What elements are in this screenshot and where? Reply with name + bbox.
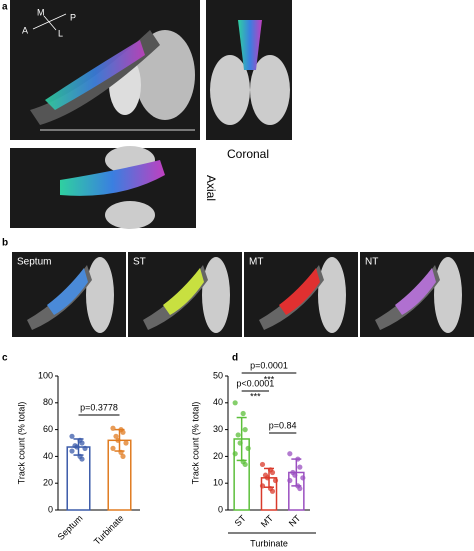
data-point bbox=[113, 433, 119, 439]
orientation-label: L bbox=[58, 28, 63, 38]
data-point bbox=[297, 485, 303, 492]
data-point bbox=[237, 440, 243, 446]
y-tick-label: 20 bbox=[43, 478, 53, 488]
x-tick-label: MT bbox=[259, 513, 276, 530]
data-point bbox=[118, 449, 124, 455]
axial-image bbox=[10, 146, 196, 229]
data-point bbox=[120, 429, 126, 435]
y-tick-label: 20 bbox=[213, 451, 223, 461]
data-point bbox=[272, 477, 279, 484]
y-tick-label: 60 bbox=[43, 424, 53, 434]
panel-label: c bbox=[2, 353, 8, 364]
tract-images: Septum ST MT NT bbox=[12, 252, 474, 337]
data-point bbox=[115, 437, 121, 443]
orientation-label: M bbox=[37, 7, 45, 17]
y-tick-label: 80 bbox=[43, 397, 53, 407]
data-point bbox=[110, 445, 116, 451]
tract bbox=[47, 268, 88, 315]
data-point bbox=[245, 445, 251, 451]
view-label: Axial bbox=[204, 175, 218, 201]
image-label: Septum bbox=[17, 257, 51, 268]
data-point bbox=[120, 453, 126, 459]
mri-structure bbox=[202, 257, 230, 333]
image-label: NT bbox=[365, 257, 378, 268]
sagittal-image bbox=[10, 0, 200, 140]
y-tick-label: 100 bbox=[38, 370, 53, 380]
data-point bbox=[74, 444, 80, 450]
orientation-label: P bbox=[70, 12, 76, 22]
data-point bbox=[300, 475, 306, 481]
y-tick-label: 0 bbox=[48, 504, 53, 514]
data-point bbox=[264, 475, 271, 481]
panel-label: d bbox=[232, 353, 238, 364]
tract bbox=[279, 268, 320, 315]
data-point bbox=[79, 440, 85, 446]
x-tick-label: NT bbox=[287, 513, 303, 529]
data-point bbox=[259, 483, 266, 489]
view-label: Coronal bbox=[227, 147, 269, 161]
orientation-axes bbox=[32, 13, 67, 31]
mri-structure bbox=[86, 257, 114, 333]
data-point bbox=[242, 427, 248, 433]
orientation-label: A bbox=[22, 25, 28, 35]
y-tick-label: 50 bbox=[213, 370, 223, 380]
data-point bbox=[79, 456, 85, 462]
y-tick-label: 40 bbox=[213, 397, 223, 407]
data-point bbox=[82, 445, 88, 451]
panel-label: a bbox=[2, 2, 8, 13]
tract bbox=[395, 268, 436, 315]
data-point bbox=[123, 440, 129, 446]
annotation: p<0.0001 bbox=[236, 378, 274, 388]
mri-structure bbox=[434, 257, 462, 333]
y-tick-label: 30 bbox=[213, 424, 223, 434]
data-point bbox=[292, 472, 298, 478]
data-point bbox=[69, 448, 75, 454]
data-point bbox=[287, 451, 293, 457]
x-tick-label: Septum bbox=[56, 513, 85, 542]
data-point bbox=[232, 451, 238, 457]
data-point bbox=[269, 469, 276, 476]
data-point bbox=[110, 425, 116, 431]
annotation: *** bbox=[264, 374, 275, 384]
data-point bbox=[297, 464, 303, 470]
x-tick-label: Turbinate bbox=[92, 513, 126, 547]
annotation: *** bbox=[250, 391, 261, 401]
y-tick-label: 10 bbox=[213, 478, 223, 488]
y-axis-label: Track count (% total) bbox=[190, 402, 200, 485]
y-tick-label: 0 bbox=[218, 504, 223, 514]
y-tick-label: 40 bbox=[43, 451, 53, 461]
mri-structure bbox=[318, 257, 346, 333]
group-label: Turbinate bbox=[250, 538, 288, 548]
data-point bbox=[235, 432, 241, 438]
tract bbox=[163, 268, 204, 315]
image-label: ST bbox=[133, 257, 146, 268]
image-label: MT bbox=[249, 257, 263, 268]
data-point bbox=[242, 461, 248, 468]
annotation: p=0.3778 bbox=[80, 402, 118, 412]
data-point bbox=[295, 456, 301, 462]
coronal-image bbox=[206, 0, 292, 140]
data-point bbox=[240, 410, 246, 417]
panel-label: b bbox=[2, 238, 8, 249]
annotation: p=0.0001 bbox=[250, 360, 288, 370]
data-point bbox=[69, 433, 75, 439]
data-point bbox=[232, 400, 238, 406]
data-point bbox=[287, 477, 293, 484]
y-axis-label: Track count (% total) bbox=[16, 402, 26, 485]
annotation: p=0.84 bbox=[269, 420, 297, 430]
data-point bbox=[269, 488, 276, 494]
x-tick-label: ST bbox=[233, 513, 249, 529]
data-point bbox=[259, 461, 266, 468]
